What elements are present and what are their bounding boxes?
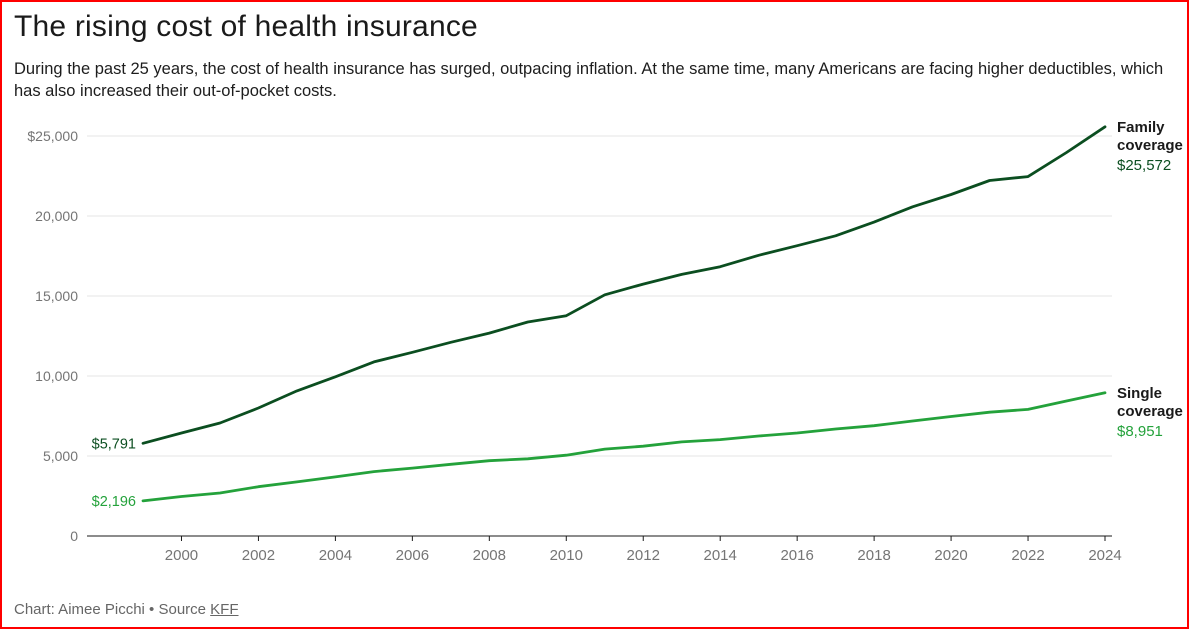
x-axis-tick-label: 2000 — [165, 547, 198, 564]
x-axis-tick-label: 2006 — [396, 547, 429, 564]
family-coverage-line — [141, 125, 1107, 445]
x-axis-tick-label: 2012 — [627, 547, 660, 564]
family-coverage-end-label: Family coverage — [1117, 119, 1183, 154]
chart-footer: Chart: Aimee Picchi • Source KFF — [14, 601, 239, 618]
single-coverage-start-value-label: $2,196 — [92, 494, 136, 510]
chart-title: The rising cost of health insurance — [14, 10, 478, 43]
x-axis-tick-label: 2018 — [857, 547, 890, 564]
x-axis-tick-label: 2020 — [934, 547, 967, 564]
single-coverage-line — [141, 391, 1107, 503]
chart-header: The rising cost of health insurance Duri… — [2, 2, 1187, 103]
y-axis-tick-label: 5,000 — [43, 448, 78, 464]
x-axis-tick-label: 2014 — [704, 547, 737, 564]
single-coverage-end-label: Single coverage — [1117, 385, 1183, 420]
family-coverage-end-value: $25,572 — [1117, 157, 1171, 174]
x-axis-tick-label: 2010 — [550, 547, 583, 564]
line-chart: $25,000 20,000 15,000 10,000 5,000 0 2000 2002 2… — [27, 119, 1183, 564]
y-axis-tick-label: 20,000 — [35, 208, 78, 224]
x-axis-tick-label: 2022 — [1011, 547, 1044, 564]
x-axis-tick-label: 2024 — [1088, 547, 1121, 564]
chart-subtitle: During the past 25 years, the cost of he… — [14, 60, 1164, 101]
x-axis-tick-label: 2016 — [780, 547, 813, 564]
chart-credit: Chart: Aimee Picchi • Source — [14, 601, 211, 618]
y-axis-tick-label: $25,000 — [27, 128, 78, 144]
y-axis-tick-label: 15,000 — [35, 288, 78, 304]
x-axis-tick-label: 2002 — [242, 547, 275, 564]
x-axis-tick-label: 2004 — [319, 547, 352, 564]
y-axis-tick-label: 0 — [70, 528, 78, 544]
source-link[interactable]: KFF — [210, 601, 239, 618]
family-coverage-start-value-label: $5,791 — [92, 436, 136, 452]
x-axis-tick-label: 2008 — [473, 547, 506, 564]
single-coverage-end-value: $8,951 — [1117, 423, 1163, 440]
y-axis-tick-label: 10,000 — [35, 368, 78, 384]
